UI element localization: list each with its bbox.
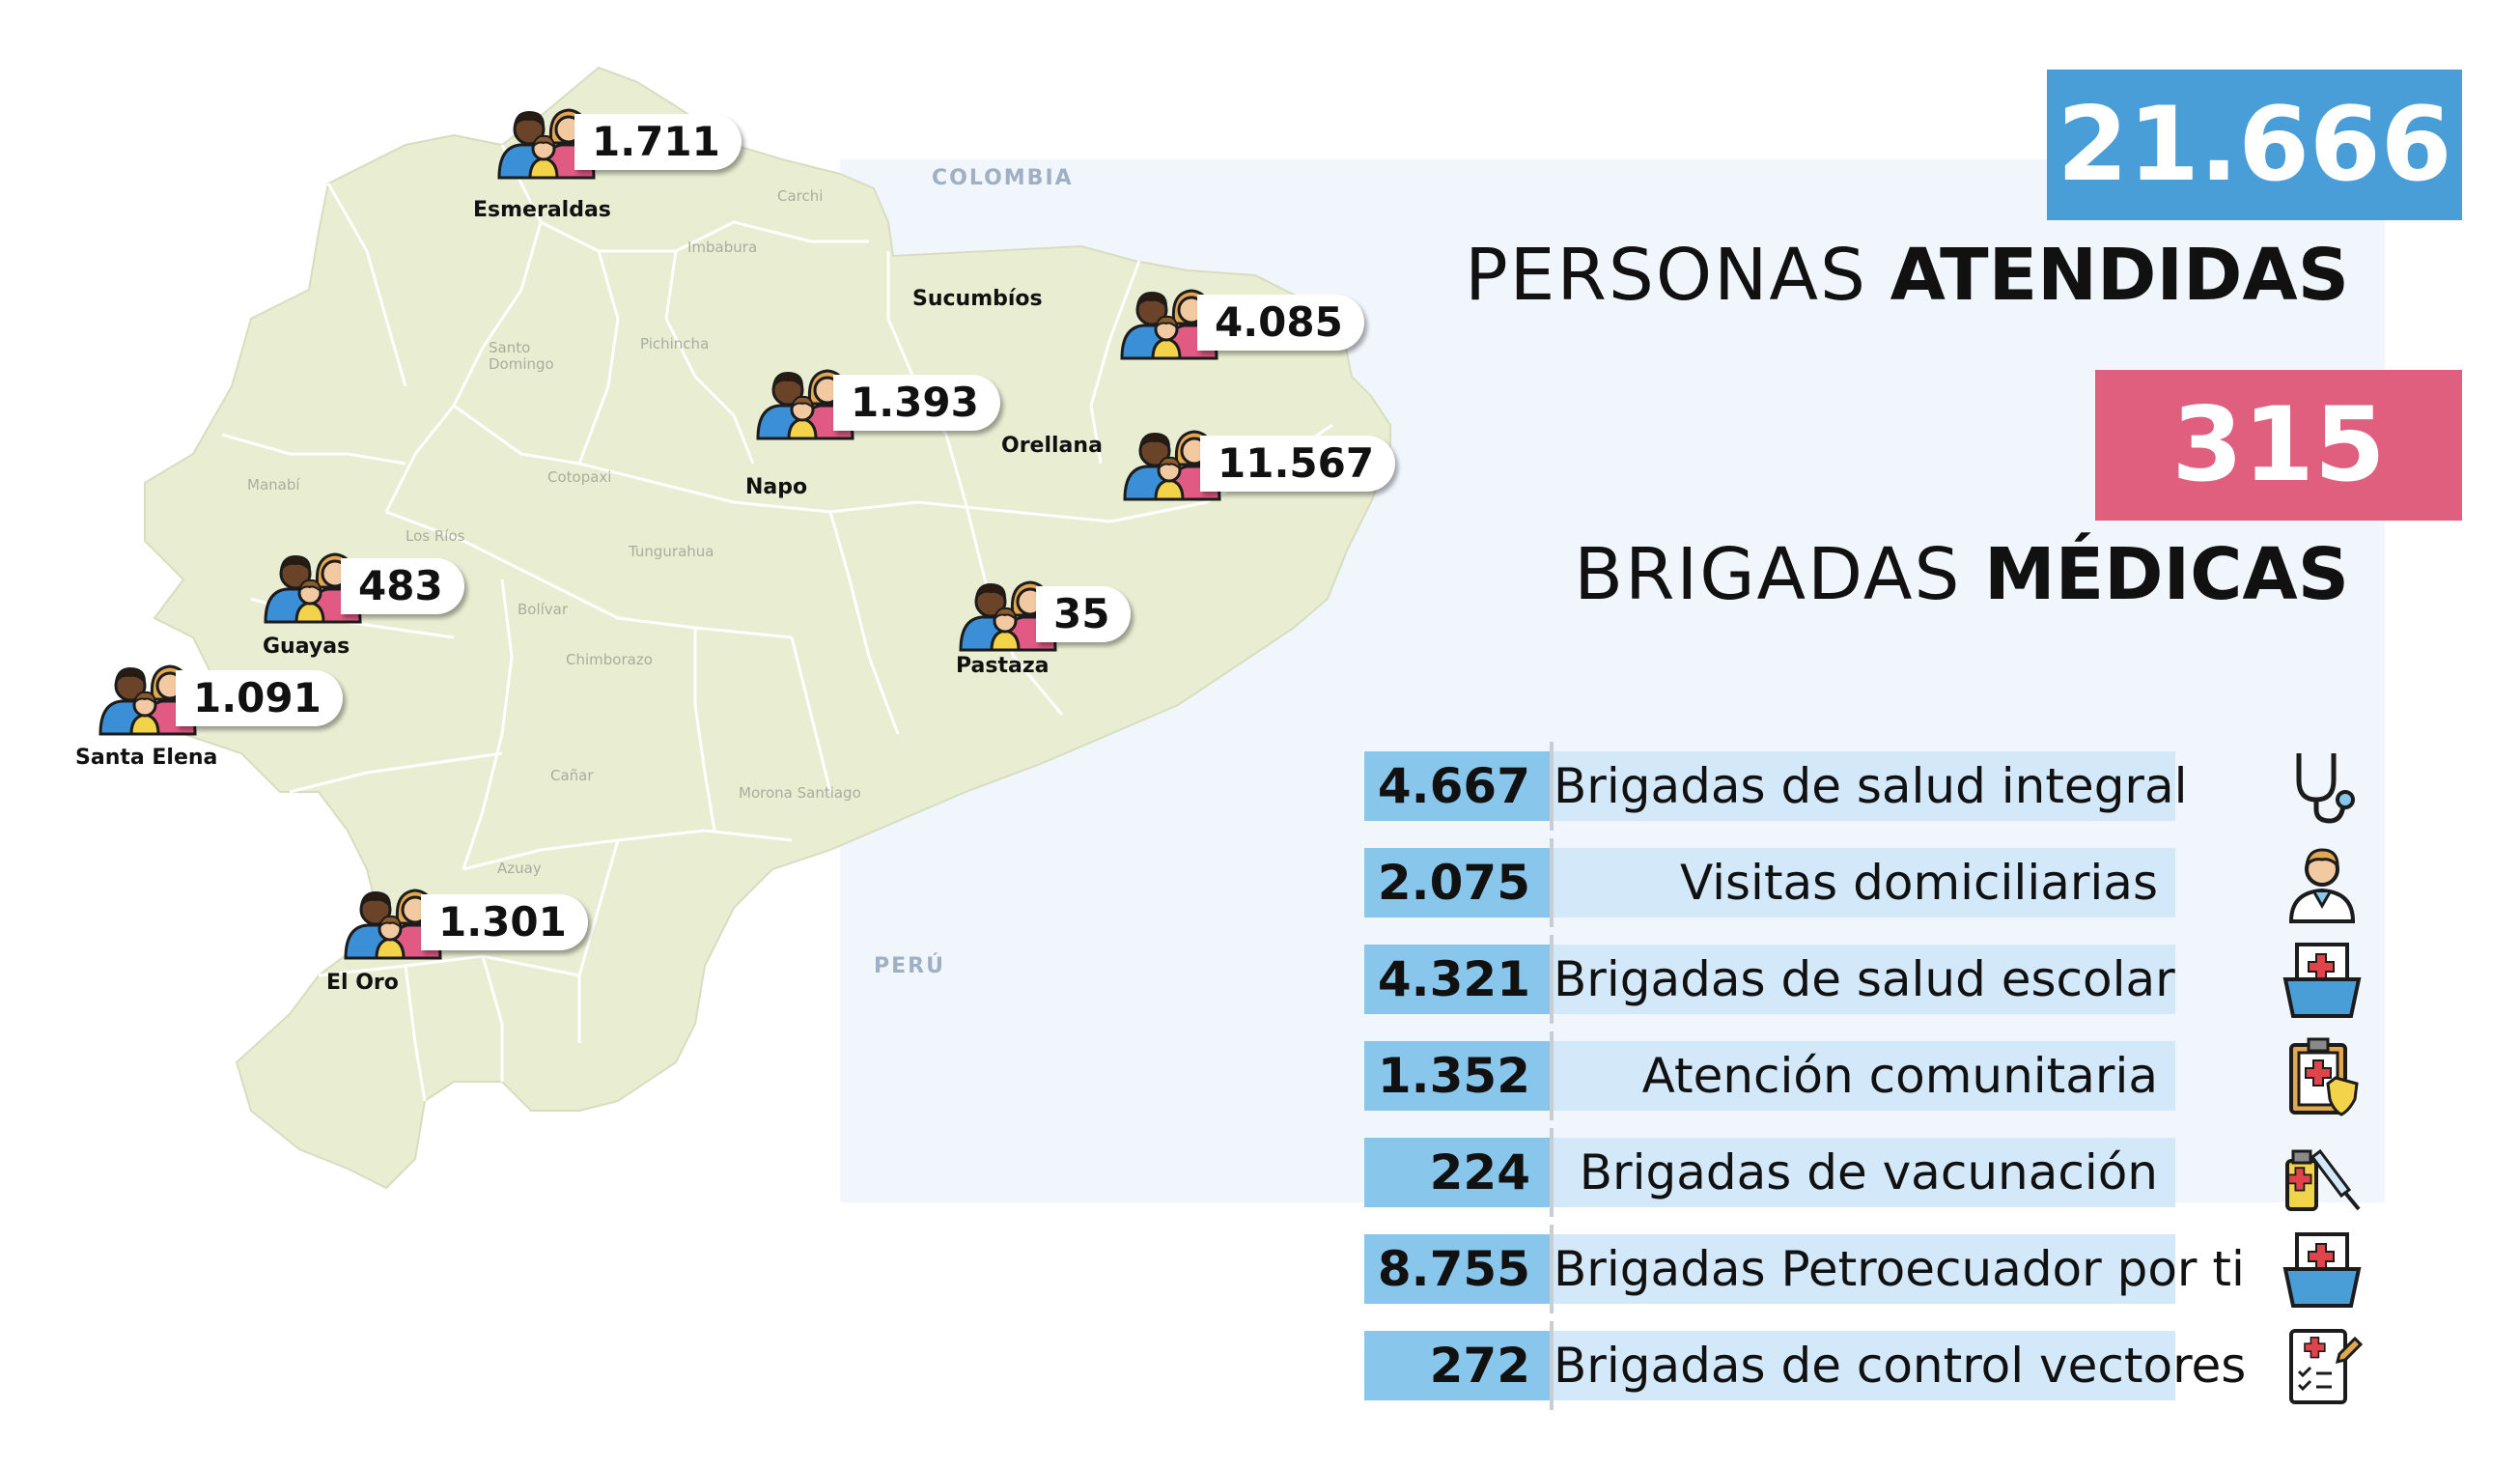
breakdown-row: 8.755 Brigadas Petroecuador por ti (1364, 1225, 2368, 1313)
region-label: Cotopaxi (547, 468, 612, 486)
breakdown-value: 8.755 (1364, 1234, 1550, 1304)
breakdown-row: 2.075 Visitas domiciliarias (1364, 838, 2368, 927)
headline-bold: ATENDIDAS (1890, 234, 2349, 317)
divider (1550, 1031, 1554, 1120)
breakdown-label: Brigadas de control vectores (1554, 1331, 2246, 1400)
region-label: Pichincha (640, 335, 710, 353)
medical-brigades-box: 315 (2095, 370, 2462, 521)
breakdown-value: 4.321 (1364, 945, 1550, 1014)
region-label: Bolívar (518, 601, 569, 618)
region-label: Los Ríos (406, 527, 465, 545)
region-label: Manabí (247, 476, 300, 494)
breakdown-label: Brigadas de salud escolar (1554, 945, 2175, 1014)
divider (1550, 742, 1554, 831)
vaccine-icon (2285, 1148, 2361, 1211)
province-value: 11.567 (1200, 436, 1396, 492)
region-label: Santo Domingo (489, 339, 554, 373)
breakdown-value: 2.075 (1364, 848, 1550, 918)
region-label: Morona Santiago (739, 784, 861, 802)
breakdown-row: 224 Brigadas de vacunación (1364, 1128, 2368, 1217)
region-label: Tungurahua (629, 543, 714, 560)
checklist-icon (2289, 1329, 2363, 1404)
total-attended-headline: PERSONAS ATENDIDAS (1465, 234, 2349, 317)
province-label: Esmeraldas (473, 198, 611, 222)
breakdown-row: 4.321 Brigadas de salud escolar (1364, 935, 2368, 1024)
province-value: 35 (1036, 586, 1132, 642)
breakdown-label: Visitas domiciliarias (1554, 848, 2175, 918)
divider (1550, 935, 1554, 1024)
breakdown-label: Brigadas de salud integral (1554, 751, 2188, 821)
province-value: 1.711 (574, 114, 742, 170)
stethoscope-icon (2296, 753, 2355, 824)
total-attended-box: 21.666 (2047, 70, 2462, 220)
region-label: Chimborazo (566, 651, 653, 668)
province-label: Santa Elena (75, 746, 218, 770)
breakdown-label: Brigadas Petroecuador por ti (1554, 1234, 2245, 1304)
province-value: 483 (341, 558, 464, 614)
breakdown-value: 4.667 (1364, 751, 1550, 821)
country-label-north: COLOMBIA (932, 166, 1074, 190)
province-label: Sucumbíos (912, 287, 1043, 311)
province-label: El Oro (326, 971, 399, 995)
divider (1550, 1128, 1554, 1217)
region-label: Carchi (777, 187, 824, 205)
country-label-south: PERÚ (874, 954, 945, 978)
divider (1550, 1321, 1554, 1410)
ecuador-landmass (144, 66, 1391, 1190)
province-value: 1.393 (833, 375, 1000, 431)
divider (1550, 838, 1554, 927)
doctor-icon (2288, 848, 2356, 923)
breakdown-row: 1.352 Atención comunitaria (1364, 1031, 2368, 1120)
province-value: 4.085 (1197, 295, 1364, 351)
breakdown-value: 224 (1364, 1138, 1550, 1207)
region-label: Imbabura (687, 239, 758, 256)
province-label: Napo (745, 475, 808, 499)
province-value: 1.091 (176, 670, 343, 726)
medical-folder-icon (2282, 943, 2362, 1018)
medical-folder-icon (2282, 1232, 2362, 1308)
headline-light: PERSONAS (1465, 234, 1868, 317)
breakdown-row: 272 Brigadas de control vectores (1364, 1321, 2368, 1410)
province-label: Pastaza (956, 654, 1050, 678)
breakdown-label: Brigadas de vacunación (1554, 1138, 2175, 1207)
medical-brigades-headline: BRIGADAS MÉDICAS (1574, 533, 2349, 616)
breakdown-label: Atención comunitaria (1554, 1041, 2175, 1111)
clipboard-shield-icon (2289, 1037, 2359, 1116)
province-label: Orellana (1001, 434, 1103, 458)
province-label: Guayas (263, 635, 350, 659)
province-value: 1.301 (421, 894, 588, 950)
breakdown-value: 1.352 (1364, 1041, 1550, 1111)
breakdown-value: 272 (1364, 1331, 1550, 1400)
breakdown-row: 4.667 Brigadas de salud integral (1364, 742, 2368, 831)
headline-light: BRIGADAS (1574, 533, 1962, 616)
region-label: Azuay (497, 860, 542, 877)
region-label: Cañar (550, 767, 594, 784)
headline-bold: MÉDICAS (1983, 533, 2349, 616)
divider (1550, 1225, 1554, 1313)
